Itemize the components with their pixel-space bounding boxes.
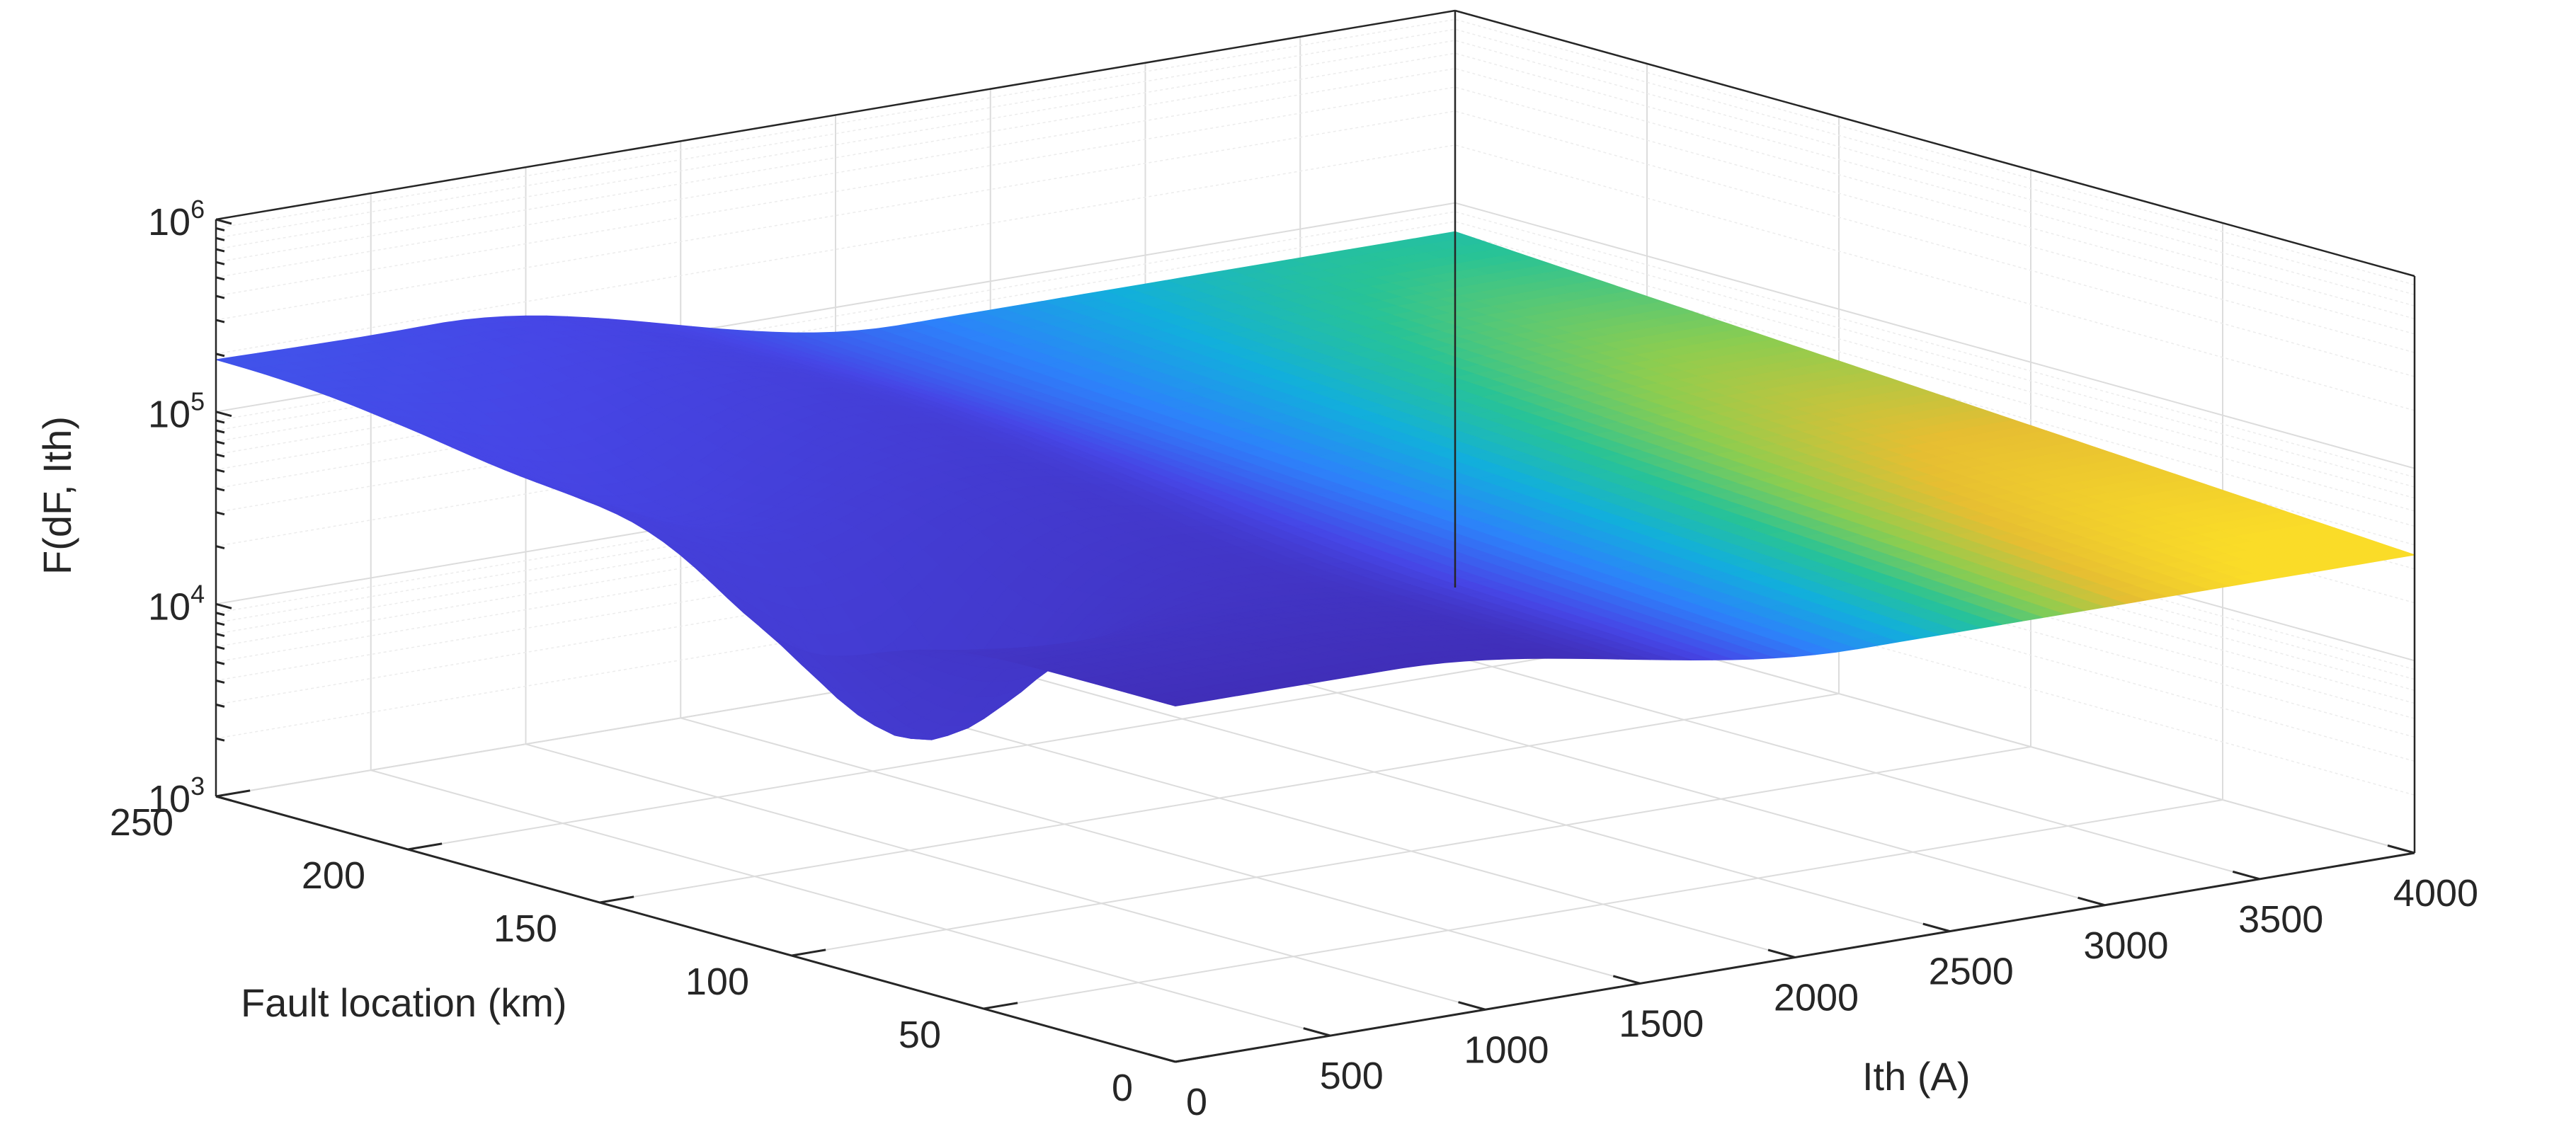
axes-box: [215, 9, 2416, 1063]
floor-axis-line: [215, 795, 1176, 1063]
floor-grid-line: [835, 691, 1796, 958]
z-minor-tick: [215, 353, 225, 357]
z-tick-base: 10: [148, 585, 190, 628]
z-tick-label: 103: [148, 772, 205, 820]
x-tick-label: 50: [899, 1014, 941, 1056]
y-tick: [1612, 975, 1641, 985]
z-minor-tick: [215, 737, 225, 742]
tick-marks: [215, 218, 2415, 1063]
floor-grid-line: [990, 665, 1951, 932]
z-tick-base: 10: [148, 201, 190, 243]
y-tick-label: 0: [1186, 1081, 1207, 1123]
z-minor-tick: [215, 227, 225, 231]
z-minor-tick: [215, 248, 225, 253]
z-tick-base: 10: [148, 778, 190, 820]
z-minor-tick: [215, 236, 225, 241]
z-tick: [215, 218, 232, 225]
y-tick: [2387, 844, 2415, 854]
z-tick-label: 106: [148, 195, 205, 243]
x-tick: [791, 949, 826, 957]
z-tick-exponent: 5: [190, 387, 205, 416]
floor-grid-line: [525, 743, 1486, 1011]
z-minor-tick: [215, 429, 225, 434]
y-tick: [2232, 870, 2260, 881]
x-tick: [983, 1002, 1018, 1010]
y-tick: [1767, 949, 1796, 958]
axes-box-edge: [1454, 9, 2415, 277]
z-minor-tick: [215, 294, 225, 299]
z-minor-tick: [215, 660, 225, 665]
y-tick: [1148, 1053, 1176, 1063]
surface-plot: [215, 231, 2415, 740]
z-tick-label: 104: [148, 579, 205, 628]
z-minor-tick: [215, 632, 225, 637]
y-tick: [1922, 922, 1951, 933]
z-minor-tick: [215, 545, 225, 550]
z-tick-label: 105: [148, 387, 205, 436]
y-tick-label: 1500: [1619, 1002, 1704, 1045]
x-tick-label: 0: [1112, 1067, 1133, 1109]
x-tick: [407, 842, 443, 851]
x-tick-label: 150: [494, 907, 557, 950]
z-tick: [215, 411, 232, 418]
y-tick-label: 1000: [1464, 1028, 1549, 1071]
z-minor-tick: [215, 621, 225, 626]
z-tick: [215, 795, 232, 802]
z-minor-tick: [215, 419, 225, 424]
y-tick: [1458, 1001, 1486, 1011]
y-tick: [2078, 896, 2105, 907]
z-minor-tick: [215, 487, 225, 492]
y-tick: [1303, 1027, 1331, 1037]
z-axis-label: F(dF, Ith): [35, 416, 79, 575]
y-tick-label: 3500: [2238, 898, 2323, 941]
z-minor-tick: [215, 440, 225, 445]
z-minor-tick: [215, 511, 225, 516]
x-axis-label: Fault location (km): [241, 980, 567, 1025]
z-tick: [215, 602, 232, 609]
x-tick: [215, 789, 251, 798]
z-minor-tick: [215, 319, 225, 323]
x-tick: [599, 895, 634, 904]
y-tick-label: 2000: [1774, 977, 1859, 1019]
y-axis-label: Ith (A): [1862, 1054, 1970, 1099]
z-minor-tick: [215, 468, 225, 473]
z-minor-tick: [215, 679, 225, 684]
tick-labels: 0501001502002500500100015002000250030003…: [110, 195, 2478, 1123]
axes-box-edge: [215, 9, 1456, 221]
y-tick-label: 500: [1320, 1055, 1384, 1097]
x-tick-label: 100: [685, 961, 749, 1003]
z-minor-tick: [215, 703, 225, 708]
z-tick-exponent: 6: [190, 195, 205, 224]
z-minor-tick: [215, 646, 225, 651]
y-tick-label: 2500: [1929, 951, 2014, 993]
z-tick-exponent: 4: [190, 579, 205, 608]
floor-grid-line: [680, 717, 1641, 985]
z-minor-tick: [215, 612, 225, 617]
x-tick-label: 250: [110, 801, 173, 844]
y-tick-label: 3000: [2083, 924, 2168, 967]
z-minor-tick: [215, 276, 225, 281]
z-minor-tick: [215, 260, 225, 265]
z-tick-base: 10: [148, 394, 190, 436]
y-tick-label: 4000: [2393, 872, 2478, 915]
z-tick-exponent: 3: [190, 772, 205, 801]
x-tick-label: 200: [302, 854, 365, 897]
floor-grid-line: [370, 769, 1331, 1037]
z-minor-tick: [215, 453, 225, 458]
x-tick: [1175, 1055, 1210, 1063]
surface-patch: [1159, 697, 1197, 707]
